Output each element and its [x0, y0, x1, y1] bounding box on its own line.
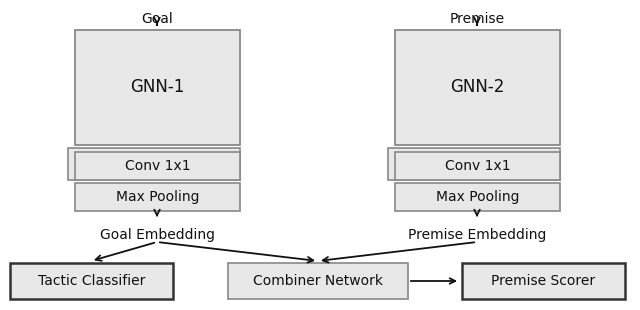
- Bar: [75, 152, 240, 180]
- Text: Tactic Classifier: Tactic Classifier: [38, 274, 145, 288]
- Bar: [75, 183, 240, 211]
- Bar: [395, 183, 560, 211]
- Text: Max Pooling: Max Pooling: [116, 190, 199, 204]
- Bar: [75, 30, 240, 145]
- Text: Combiner Network: Combiner Network: [253, 274, 383, 288]
- Bar: [228, 263, 408, 299]
- Text: Goal Embedding: Goal Embedding: [99, 228, 214, 242]
- Bar: [395, 30, 560, 145]
- Bar: [68, 148, 240, 180]
- Text: Conv 1x1: Conv 1x1: [125, 159, 190, 173]
- Text: Premise Embedding: Premise Embedding: [408, 228, 546, 242]
- Text: Premise: Premise: [449, 12, 504, 26]
- Bar: [462, 263, 625, 299]
- Text: Goal: Goal: [141, 12, 173, 26]
- Text: Premise Scorer: Premise Scorer: [492, 274, 596, 288]
- Text: GNN-2: GNN-2: [451, 78, 505, 96]
- Bar: [395, 152, 560, 180]
- Bar: [388, 148, 560, 180]
- Text: Max Pooling: Max Pooling: [436, 190, 519, 204]
- Bar: [10, 263, 173, 299]
- Text: Conv 1x1: Conv 1x1: [445, 159, 510, 173]
- Text: GNN-1: GNN-1: [131, 78, 185, 96]
